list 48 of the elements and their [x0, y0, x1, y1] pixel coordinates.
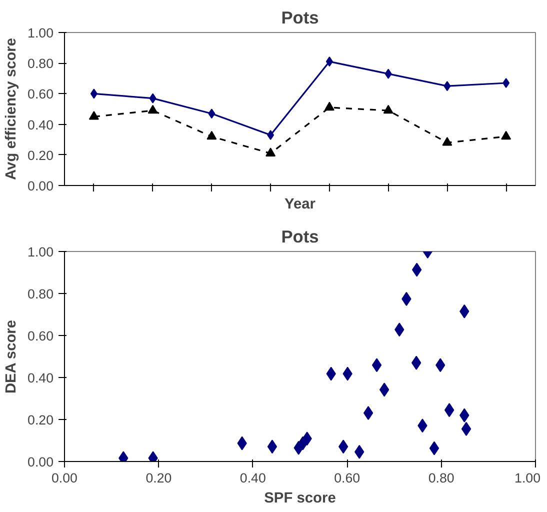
y-tick-label: 0.00 [28, 178, 54, 194]
x-tick-label: 0.20 [146, 470, 172, 486]
y-tick-label: 0.20 [28, 148, 54, 163]
point [383, 104, 394, 114]
point [444, 81, 451, 92]
y-tick-label: 0.60 [28, 86, 54, 102]
point [206, 130, 217, 140]
x-tick-label: 0.60 [334, 470, 360, 486]
point [267, 440, 278, 454]
point [363, 406, 374, 420]
point [90, 88, 98, 99]
point [148, 104, 158, 114]
point [444, 403, 454, 418]
point [326, 56, 333, 67]
y-axis-title: Avg efficiency score [4, 38, 20, 180]
y-tick-label: 0.80 [28, 286, 54, 302]
y-tick-label: 0.40 [28, 370, 54, 386]
y-tick-label: 1.00 [28, 26, 54, 40]
point [208, 108, 216, 119]
y-tick-label: 0.00 [28, 454, 54, 470]
point [384, 68, 392, 79]
y-axis-title: DEA score [4, 320, 20, 394]
point [266, 148, 276, 156]
point [501, 130, 512, 140]
x-axis-title: SPF score [264, 490, 336, 506]
point [267, 130, 274, 140]
chart-title: Pots [281, 8, 319, 28]
point [429, 441, 440, 456]
point [412, 262, 422, 277]
point [88, 110, 99, 120]
chart-title: Pots [281, 226, 319, 246]
x-tick-label: 0.80 [428, 470, 454, 486]
y-tick-label: 1.00 [28, 244, 54, 260]
y-tick-label: 0.20 [28, 412, 54, 428]
x-tick-label: 0.40 [240, 470, 266, 486]
y-tick-label: 0.60 [28, 328, 54, 344]
x-tick-label: 0.00 [52, 470, 78, 486]
y-tick-label: 0.80 [28, 56, 54, 72]
point [502, 78, 510, 88]
point [461, 422, 472, 436]
point [372, 358, 382, 372]
point [149, 93, 156, 104]
x-tick-label: 1.00 [514, 470, 541, 486]
point [442, 136, 452, 146]
x-axis-title: Year [284, 196, 316, 212]
point [379, 382, 390, 397]
point [324, 102, 334, 111]
y-tick-label: 0.40 [28, 117, 54, 132]
